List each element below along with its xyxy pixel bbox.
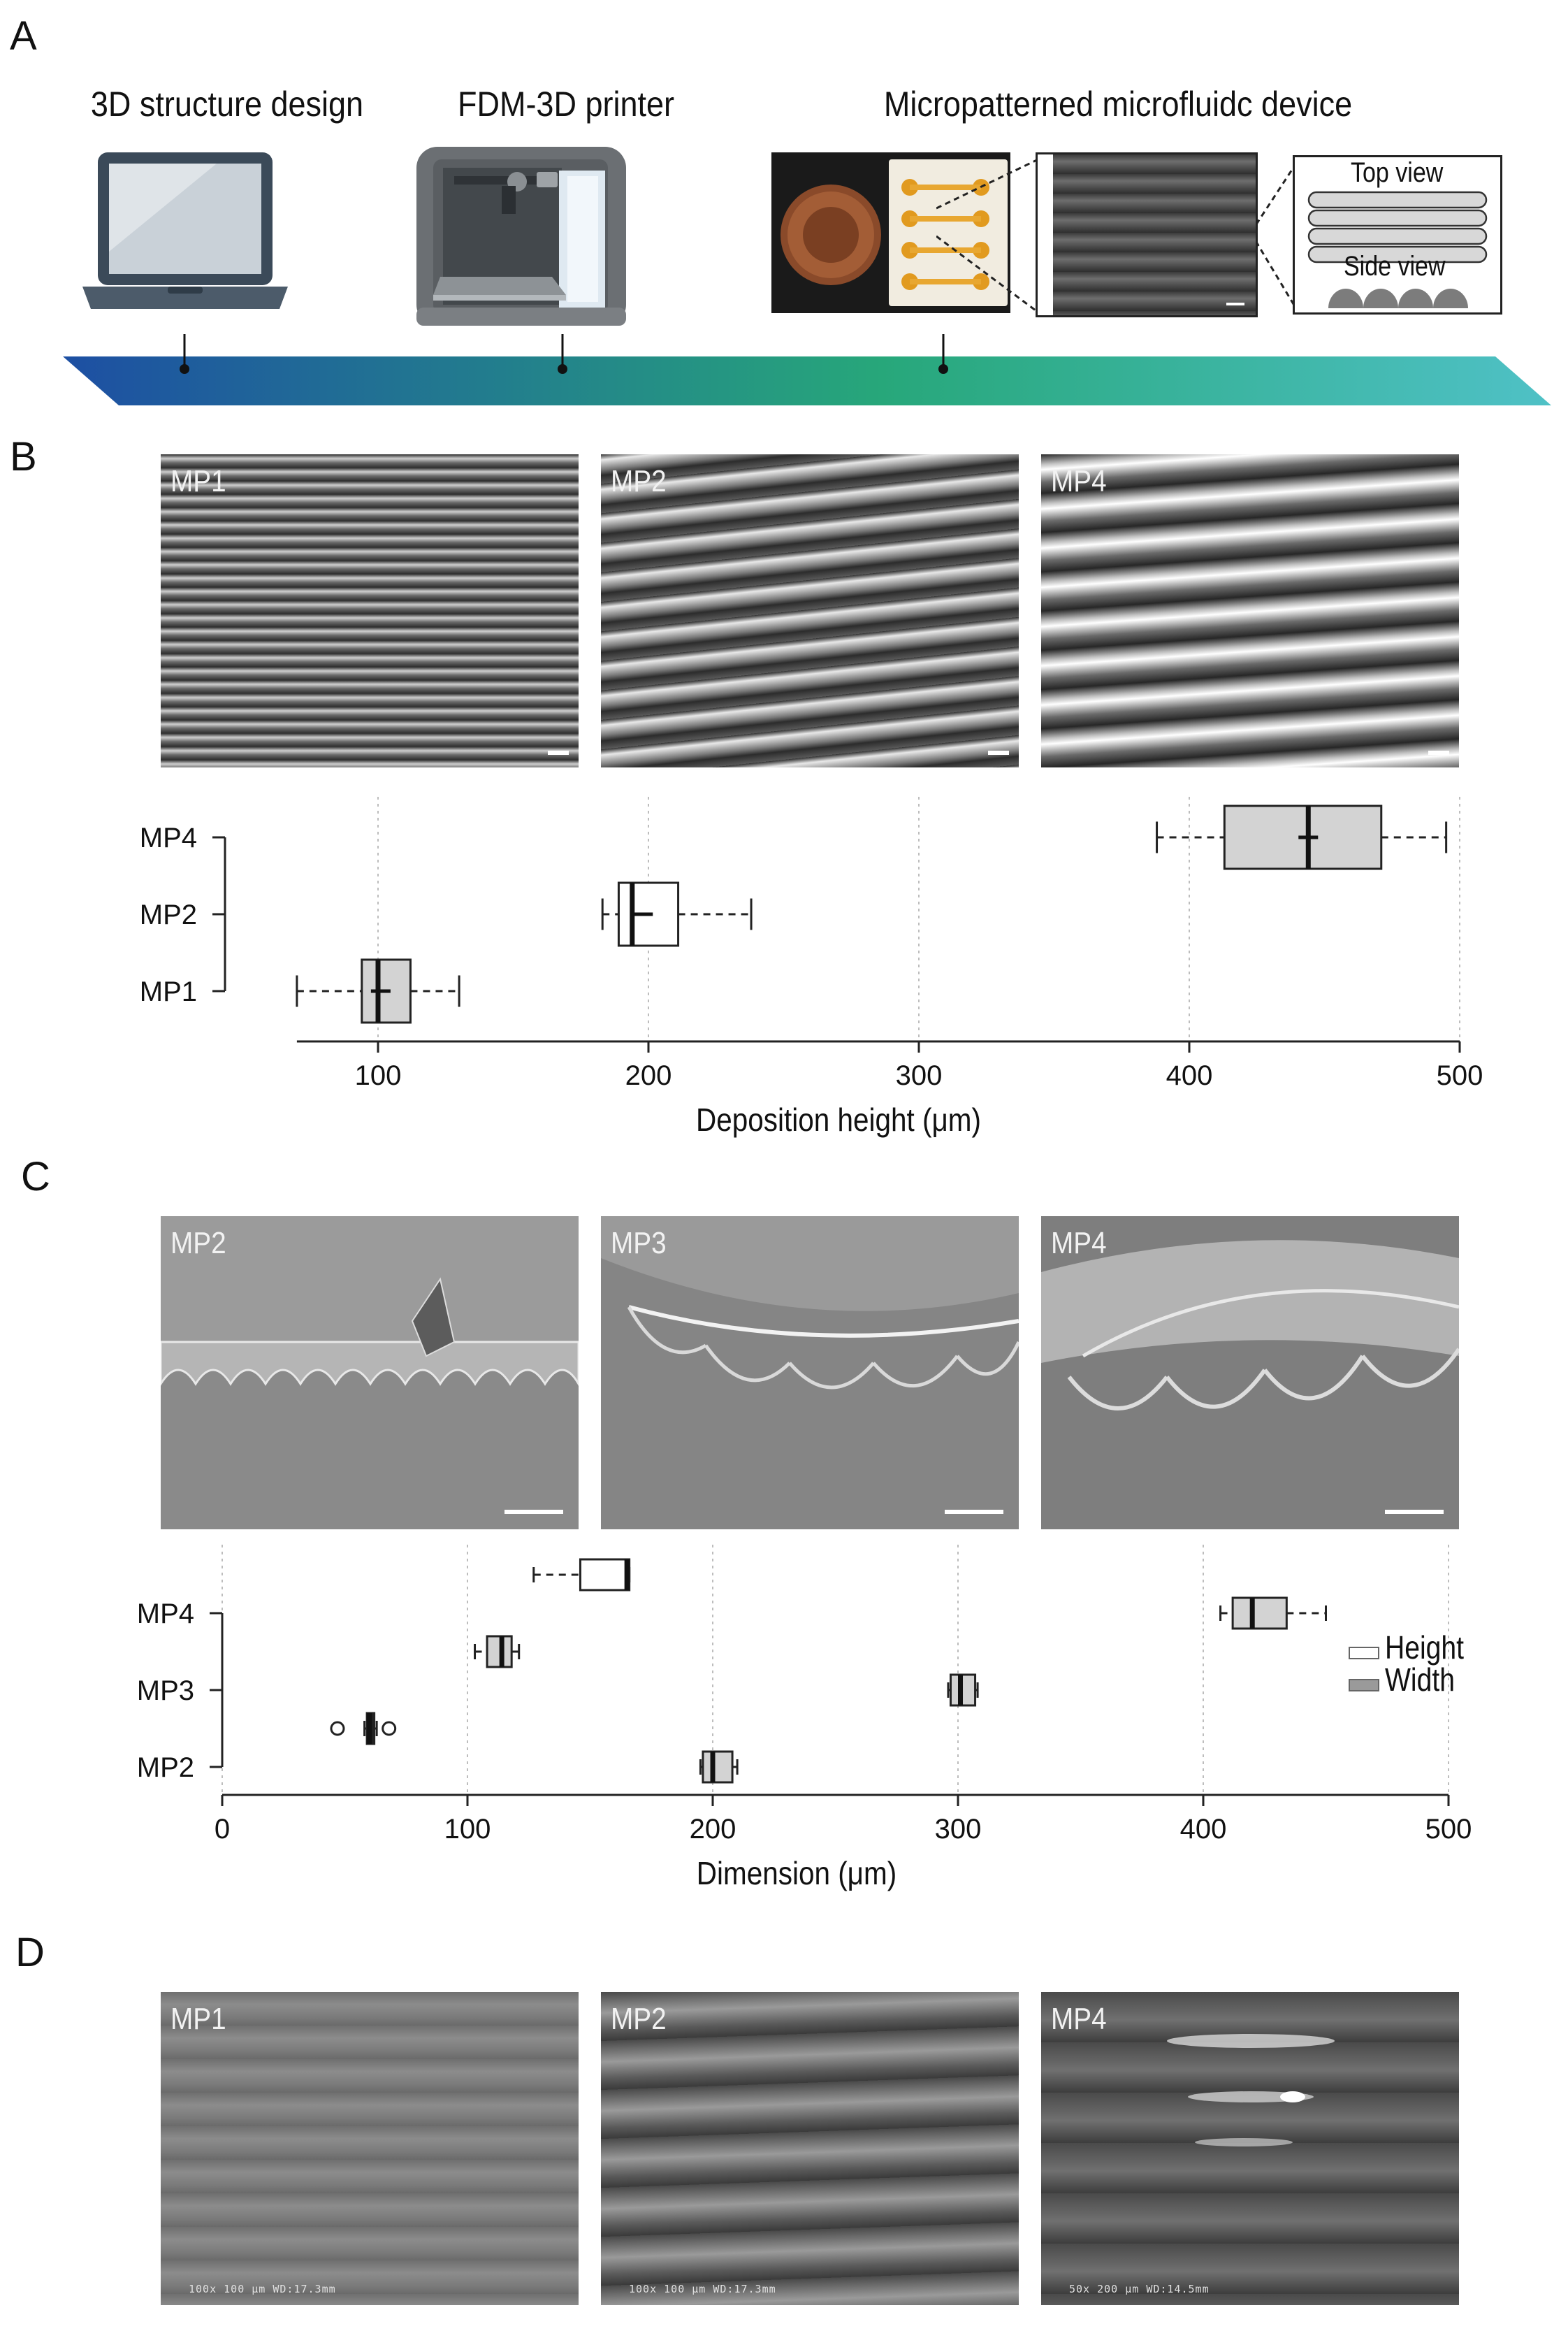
x-tick-label: 300 (896, 1060, 943, 1091)
legend-label-height: Height (1385, 1629, 1465, 1666)
x-tick-label: 500 (1437, 1060, 1483, 1091)
box-mp2 (601, 881, 753, 947)
micrograph-c-1: MP2 (161, 1216, 579, 1529)
y-tick-label: MP4 (137, 1598, 194, 1629)
x-tick-label: 400 (1166, 1060, 1213, 1091)
box-mp1 (296, 958, 460, 1024)
box-mp4-width (1219, 1596, 1327, 1630)
sem-info: 100x 100 μm WD:17.3mm (629, 2283, 776, 2295)
box-mp2-width (699, 1750, 739, 1784)
legend-label-width: Width (1385, 1661, 1455, 1698)
caption-microfluidic-device: Micropatterned microfluidc device (883, 85, 1353, 124)
micrograph-label: MP4 (1051, 1226, 1107, 1260)
sem-info: 50x 200 μm WD:14.5mm (1069, 2283, 1210, 2295)
sem-label: MP4 (1051, 2002, 1107, 2036)
x-tick-label: 400 (1180, 1814, 1227, 1845)
scale-bar (1428, 751, 1449, 755)
micrograph-c-2: MP3 (601, 1216, 1019, 1529)
y-tick-label: MP1 (140, 976, 197, 1007)
y-tick-label: MP4 (140, 823, 197, 853)
box-iqr (486, 1635, 513, 1668)
box-iqr (1231, 1596, 1288, 1630)
box-mp2-height (330, 1712, 397, 1745)
micrograph-b-3: MP4 (1041, 454, 1459, 767)
scale-bar (504, 1510, 563, 1514)
x-tick-label: 200 (625, 1060, 672, 1091)
sem-image-d-1: MP1 100x 100 μm WD:17.3mm (161, 1992, 579, 2305)
micrograph-b-2: MP2 (601, 454, 1019, 767)
box-mp4-height (532, 1558, 631, 1592)
sem-label: MP2 (611, 2002, 667, 2036)
legend-swatch-width (1349, 1679, 1379, 1691)
box-mp3-height (474, 1635, 521, 1668)
x-tick-label: 500 (1425, 1814, 1472, 1845)
x-axis-label: Deposition height (μm) (696, 1103, 981, 1139)
schematic-inset: Top view Side view (1293, 155, 1502, 315)
x-tick-label: 300 (935, 1814, 982, 1845)
micrograph-label: MP1 (170, 464, 226, 498)
top-view-label: Top view (1351, 157, 1444, 188)
y-tick-label: MP3 (137, 1675, 194, 1706)
outlier-point (330, 1721, 345, 1736)
device-photo (771, 152, 1010, 313)
micrograph-label: MP2 (611, 464, 667, 498)
zoom-lines (936, 157, 1300, 316)
3d-printer-icon (416, 147, 626, 326)
sem-label: MP1 (170, 2002, 226, 2036)
scale-bar (988, 751, 1009, 755)
box-mp4 (1156, 804, 1448, 870)
micrograph-label: MP3 (611, 1226, 667, 1260)
sem-image-d-2: MP2 100x 100 μm WD:17.3mm (601, 1992, 1019, 2305)
box-iqr (579, 1558, 631, 1592)
y-tick-label: MP2 (140, 900, 197, 930)
scale-bar (1385, 1510, 1444, 1514)
chart-deposition-height: 100 200 300 400 500 Deposition height (μm) MP4… (140, 797, 1483, 1139)
legend-c: Height Width (1349, 1629, 1488, 1705)
x-tick-label: 100 (444, 1814, 491, 1845)
sem-info: 100x 100 μm WD:17.3mm (189, 2283, 336, 2295)
micrograph-label: MP4 (1051, 464, 1107, 498)
y-tick-label: MP2 (137, 1752, 194, 1783)
x-tick-label: 200 (690, 1814, 736, 1845)
x-tick-label: 0 (215, 1814, 230, 1845)
sem-image-d-3: MP4 50x 200 μm WD:14.5mm (1041, 1992, 1459, 2305)
legend-swatch-height (1349, 1647, 1379, 1659)
side-view-label: Side view (1344, 251, 1446, 282)
micrograph-b-1: MP1 (161, 454, 579, 767)
box-iqr (702, 1750, 734, 1784)
scale-bar (945, 1510, 1003, 1514)
micrograph-c-3: MP4 (1041, 1216, 1459, 1529)
chart-dimension: 0 100 200 300 400 500 Dimension (μm) MP4 MP3 MP2 (137, 1545, 1472, 1892)
caption-structure-design: 3D structure design (90, 85, 364, 124)
x-axis-label: Dimension (μm) (697, 1856, 896, 1892)
box-mp3-width (947, 1673, 979, 1707)
panel-letter-d: D (15, 1930, 45, 1975)
x-tick-label: 100 (355, 1060, 402, 1091)
outlier-point (382, 1721, 397, 1736)
process-timeline (63, 334, 1551, 405)
panel-letter-a: A (10, 13, 37, 59)
caption-fdm-printer: FDM-3D printer (457, 85, 675, 124)
panel-letter-c: C (21, 1154, 50, 1199)
box-iqr (949, 1673, 977, 1707)
laptop-icon (82, 152, 288, 309)
channel-micrograph (1036, 152, 1258, 317)
scale-bar (548, 751, 569, 755)
panel-letter-b: B (10, 434, 37, 479)
micrograph-label: MP2 (170, 1226, 226, 1260)
